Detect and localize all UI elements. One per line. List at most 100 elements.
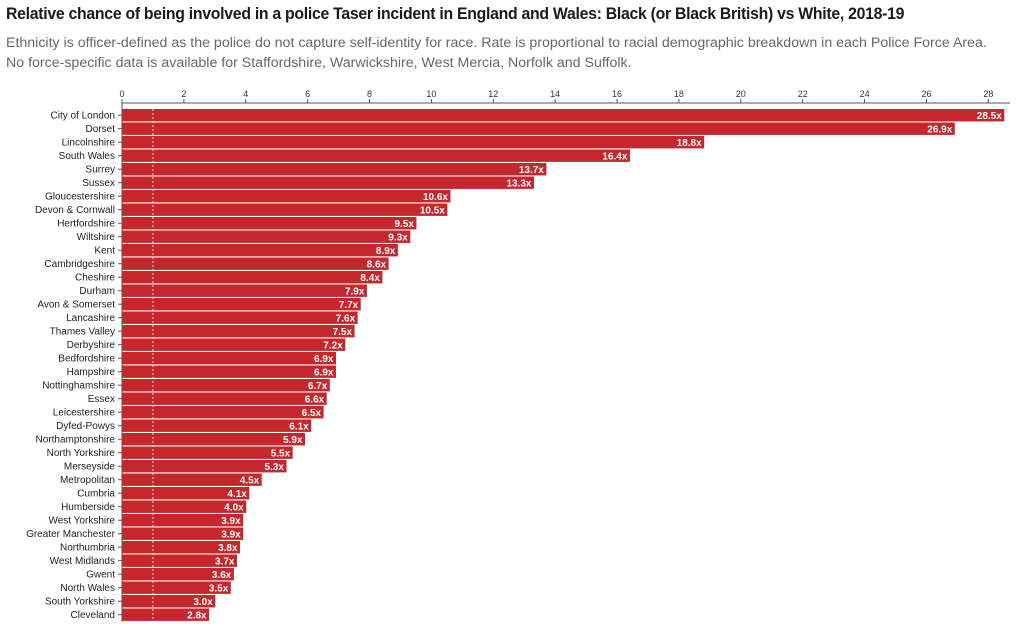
bar xyxy=(122,244,398,257)
category-label: Avon & Somerset xyxy=(37,300,115,311)
category-label: North Yorkshire xyxy=(47,448,116,459)
category-label: Gloucestershire xyxy=(45,192,115,203)
category-label: Wiltshire xyxy=(77,232,116,243)
x-tick-label: 16 xyxy=(612,89,622,99)
bar xyxy=(122,568,234,581)
bar xyxy=(122,190,451,203)
bar-value-label: 2.8x xyxy=(187,610,207,621)
bar xyxy=(122,581,231,594)
bar-value-label: 5.9x xyxy=(283,435,303,446)
x-tick-label: 2 xyxy=(181,89,186,99)
bar-value-label: 28.5x xyxy=(977,111,1002,122)
bar-value-label: 8.4x xyxy=(360,273,380,284)
bar xyxy=(122,460,287,473)
x-tick-label: 28 xyxy=(983,89,993,99)
bar-value-label: 18.8x xyxy=(677,138,702,149)
bar xyxy=(122,217,417,230)
bar xyxy=(122,284,367,297)
bar-value-label: 7.2x xyxy=(323,340,343,351)
category-labels: City of London Dorset Lincolnshire South Wa… xyxy=(26,111,122,621)
category-label: West Yorkshire xyxy=(48,516,115,527)
category-label: South Wales xyxy=(59,151,115,162)
bar-value-label: 3.9x xyxy=(221,516,241,527)
bar-value-label: 13.3x xyxy=(506,178,531,189)
category-label: Merseyside xyxy=(64,462,116,473)
bar xyxy=(122,473,262,486)
bar-value-label: 3.5x xyxy=(209,583,229,594)
bar xyxy=(122,352,336,365)
bar xyxy=(122,311,358,324)
bar xyxy=(122,203,448,216)
x-tick-label: 12 xyxy=(488,89,498,99)
category-label: Cheshire xyxy=(75,273,115,284)
bar xyxy=(122,136,705,149)
bar xyxy=(122,406,324,419)
category-label: Gwent xyxy=(86,570,115,581)
bar xyxy=(122,554,237,567)
bar-value-label: 10.6x xyxy=(423,192,448,203)
category-label: Cambridgeshire xyxy=(44,259,115,270)
bar-value-label: 6.6x xyxy=(305,394,325,405)
bar xyxy=(122,257,389,270)
bar-value-label: 7.5x xyxy=(333,327,353,338)
bar-value-label: 8.9x xyxy=(376,246,396,257)
bar xyxy=(122,149,630,162)
category-label: Hampshire xyxy=(67,367,116,378)
bar-value-label: 3.7x xyxy=(215,556,235,567)
category-label: Kent xyxy=(94,246,115,257)
category-label: Greater Manchester xyxy=(26,529,116,540)
bar-value-label: 5.5x xyxy=(271,448,291,459)
bar-value-label: 26.9x xyxy=(927,124,952,135)
bar-value-label: 6.5x xyxy=(302,408,322,419)
category-label: Cleveland xyxy=(71,610,115,621)
category-label: Thames Valley xyxy=(50,327,115,338)
bar-value-label: 3.8x xyxy=(218,543,238,554)
bar-value-label: 3.0x xyxy=(193,597,213,608)
bar xyxy=(122,338,346,351)
x-tick-label: 14 xyxy=(550,89,560,99)
x-tick-label: 6 xyxy=(305,89,310,99)
bar-value-label: 13.7x xyxy=(519,165,544,176)
bar xyxy=(122,109,1005,122)
bar xyxy=(122,419,312,432)
bar xyxy=(122,608,210,621)
bar-value-label: 7.6x xyxy=(336,313,356,324)
category-label: Northumbria xyxy=(60,543,115,554)
bar-value-label: 9.5x xyxy=(394,219,414,230)
category-label: Humberside xyxy=(61,502,115,513)
bar-value-label: 3.6x xyxy=(212,570,232,581)
category-label: Lincolnshire xyxy=(62,138,116,149)
bar-value-label: 6.9x xyxy=(314,354,334,365)
bar-value-label: 6.1x xyxy=(289,421,309,432)
category-label: Leicestershire xyxy=(53,408,116,419)
bar xyxy=(122,176,535,189)
bar-value-label: 4.5x xyxy=(240,475,260,486)
bar xyxy=(122,541,241,554)
chart-title: Relative chance of being involved in a p… xyxy=(6,4,905,23)
chart-subtitle: Ethnicity is officer-defined as the poli… xyxy=(6,35,987,71)
bar-value-label: 6.9x xyxy=(314,367,334,378)
category-label: West Midlands xyxy=(50,556,115,567)
category-label: Essex xyxy=(88,394,115,405)
category-label: Surrey xyxy=(86,165,115,176)
category-label: Metropolitan xyxy=(60,475,115,486)
category-label: Dyfed-Powys xyxy=(56,421,115,432)
bar-value-label: 4.1x xyxy=(227,489,247,500)
bar-value-label: 6.7x xyxy=(308,381,328,392)
bar xyxy=(122,230,411,243)
x-tick-label: 8 xyxy=(367,89,372,99)
bar xyxy=(122,298,361,311)
bar-value-label: 3.9x xyxy=(221,529,241,540)
category-label: City of London xyxy=(51,111,116,122)
category-label: Bedfordshire xyxy=(58,354,115,365)
x-tick-label: 20 xyxy=(736,89,746,99)
category-label: Hertfordshire xyxy=(57,219,115,230)
x-tick-label: 26 xyxy=(921,89,931,99)
x-tick-label: 0 xyxy=(119,89,124,99)
bar-value-label: 16.4x xyxy=(602,151,627,162)
category-label: North Wales xyxy=(60,583,115,594)
category-label: South Yorkshire xyxy=(45,597,115,608)
bar xyxy=(122,595,216,608)
category-label: Derbyshire xyxy=(67,340,116,351)
